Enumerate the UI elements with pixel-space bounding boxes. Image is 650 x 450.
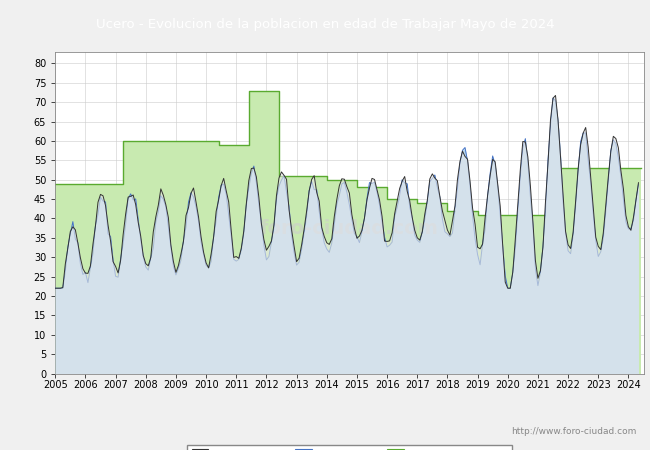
Text: Ucero - Evolucion de la poblacion en edad de Trabajar Mayo de 2024: Ucero - Evolucion de la poblacion en eda… (96, 18, 554, 31)
Text: foro-ciudad.com: foro-ciudad.com (260, 219, 439, 238)
Legend: Ocupados, Parados, Hab. entre 16-64: Ocupados, Parados, Hab. entre 16-64 (187, 445, 512, 450)
Text: http://www.foro-ciudad.com: http://www.foro-ciudad.com (512, 428, 637, 436)
